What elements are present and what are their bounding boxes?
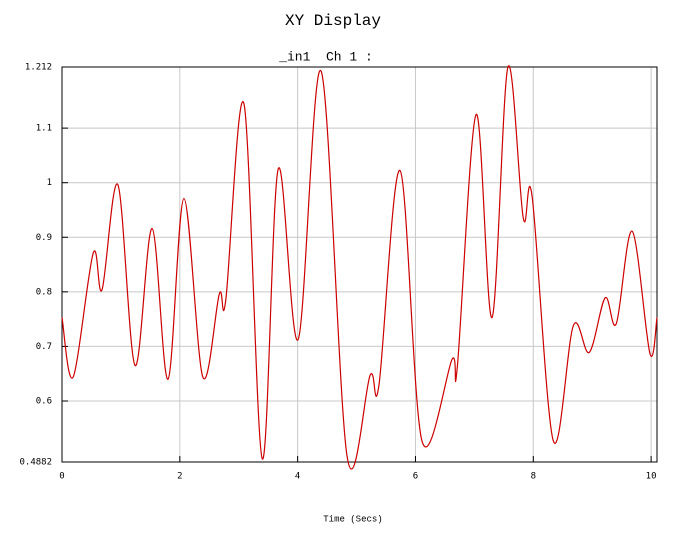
y-tick-label: 0.4882	[19, 458, 52, 468]
data-line	[61, 65, 658, 470]
y-tick-label: 0.8	[36, 287, 52, 297]
y-tick-label: 0.9	[36, 233, 52, 243]
x-tick-label: 10	[646, 472, 657, 482]
plot-frame	[61, 66, 658, 463]
x-tick-label: 0	[59, 472, 64, 482]
chart-title: XY Display	[285, 12, 381, 30]
chart-subtitle: _in1 Ch 1 :	[278, 49, 373, 64]
x-axis-label: Time (Secs)	[323, 514, 382, 524]
x-tick-label: 6	[413, 472, 418, 482]
y-tick-label: 1.212	[25, 63, 52, 73]
x-tick-label: 2	[177, 472, 182, 482]
plot-area	[62, 67, 657, 462]
y-tick-label: 0.7	[36, 342, 52, 352]
x-tick-label: 8	[531, 472, 536, 482]
x-tick-label: 4	[295, 472, 300, 482]
y-tick-label: 1	[47, 178, 52, 188]
y-tick-label: 0.6	[36, 396, 52, 406]
y-tick-label: 1.1	[36, 124, 52, 134]
